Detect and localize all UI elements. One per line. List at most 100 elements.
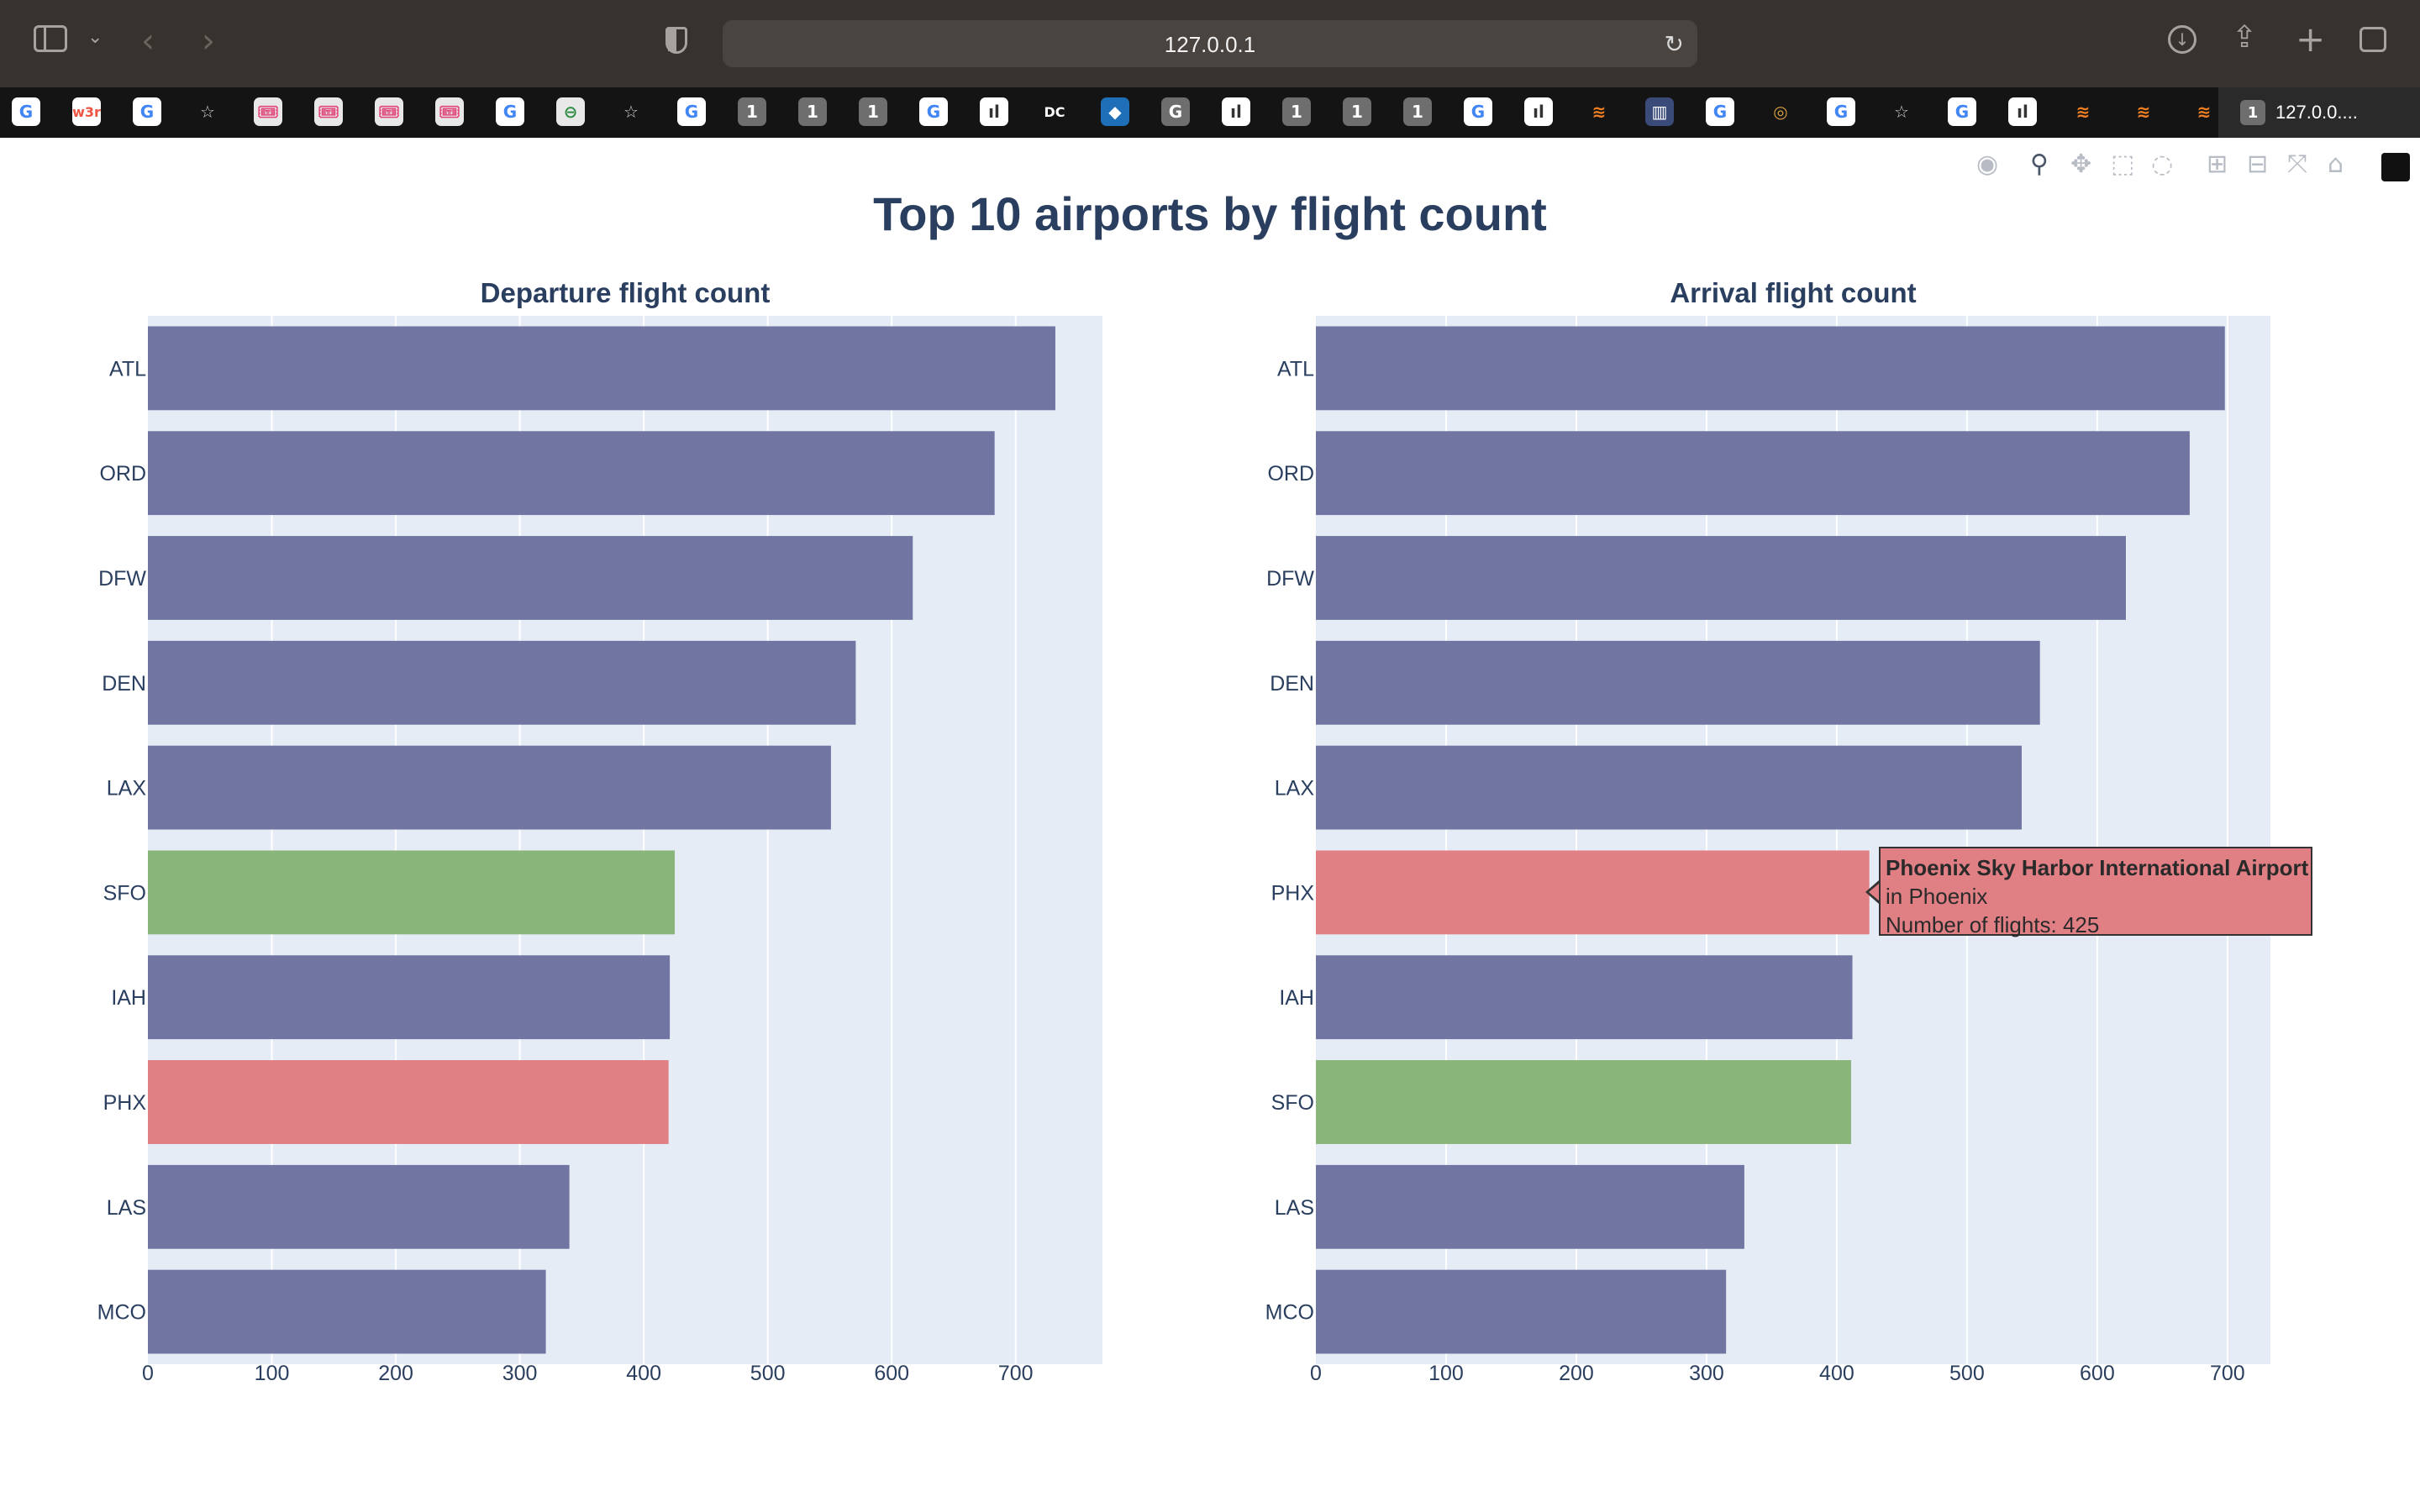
- fandango-icon[interactable]: 🎟: [254, 97, 282, 126]
- x-tick-label: 200: [1559, 1362, 1594, 1385]
- y-tick-label: MCO: [1265, 1301, 1314, 1325]
- stackoverflow-icon[interactable]: ≋: [1591, 102, 1607, 122]
- subplot-title-arrival: Arrival flight count: [1670, 277, 1917, 308]
- y-tick-label: DFW: [1266, 567, 1314, 591]
- y-tick-label: ATL: [1277, 357, 1314, 381]
- y-tick-label: LAS: [107, 1196, 146, 1220]
- stackoverflow-icon[interactable]: ≋: [2196, 102, 2212, 122]
- number-one-icon[interactable]: 1: [738, 97, 766, 126]
- address-bar[interactable]: 127.0.0.1 ↻: [723, 20, 1697, 67]
- zoom-out-icon[interactable]: ⊟: [2247, 150, 2269, 179]
- number-one-icon[interactable]: 1: [1343, 97, 1371, 126]
- y-tick-label: LAX: [1275, 777, 1315, 801]
- google-icon[interactable]: G: [12, 97, 40, 126]
- google-icon[interactable]: G: [496, 97, 524, 126]
- w3schools-icon[interactable]: w3r: [72, 97, 101, 126]
- google-icon[interactable]: G: [1464, 97, 1492, 126]
- tooltip-pointer-fill: [1869, 883, 1880, 901]
- tab-active[interactable]: 1 127.0.0....: [2218, 87, 2420, 138]
- plotly-icon[interactable]: ıl: [980, 97, 1008, 126]
- fandango-icon[interactable]: 🎟: [314, 97, 343, 126]
- x-tick-label: 0: [1310, 1362, 1322, 1385]
- x-tick-label: 0: [142, 1362, 154, 1385]
- geeksforgeeks-icon[interactable]: ⊖: [556, 97, 585, 126]
- google-icon[interactable]: G: [677, 97, 706, 126]
- pan-icon[interactable]: ✥: [2070, 150, 2092, 179]
- zoom-icon[interactable]: ⚲: [2030, 150, 2049, 179]
- datacamp-icon[interactable]: DC: [1044, 103, 1065, 120]
- star-icon[interactable]: ☆: [1894, 102, 1909, 122]
- plotly-icon[interactable]: ıl: [2008, 97, 2037, 126]
- hover-tooltip: Phoenix Sky Harbor International Airport…: [1879, 847, 2312, 937]
- bird-icon[interactable]: ◆: [1101, 97, 1129, 126]
- y-tick-label: DEN: [102, 672, 146, 696]
- number-one-icon[interactable]: 1: [1403, 97, 1432, 126]
- x-tick-label: 700: [2210, 1362, 2245, 1385]
- x-tick-label: 200: [378, 1362, 413, 1385]
- g-letter-icon[interactable]: G: [1161, 97, 1190, 126]
- google-icon[interactable]: G: [133, 97, 161, 126]
- tab-title: 127.0.0....: [2275, 102, 2358, 123]
- y-tick-label: IAH: [111, 986, 146, 1010]
- x-tick-label: 500: [750, 1362, 786, 1385]
- y-tick-label: LAS: [1275, 1196, 1314, 1220]
- departure-plot-area[interactable]: [148, 316, 1102, 1364]
- box-select-icon[interactable]: ⬚: [2111, 150, 2135, 179]
- tab-overview-icon[interactable]: [2360, 27, 2386, 52]
- google-icon[interactable]: G: [919, 97, 948, 126]
- x-tick-label: 500: [1949, 1362, 1985, 1385]
- plotly-logo-icon[interactable]: [2381, 153, 2410, 181]
- arrival-plot-area[interactable]: [1316, 316, 2270, 1364]
- tooltip-flights: Number of flights: 425: [1886, 912, 2100, 937]
- stackoverflow-icon[interactable]: ≋: [2075, 102, 2091, 122]
- share-icon[interactable]: ⇪: [2232, 20, 2258, 55]
- number-one-icon[interactable]: 1: [859, 97, 887, 126]
- autoscale-icon[interactable]: ⤧: [2287, 150, 2307, 179]
- x-tick-label: 700: [998, 1362, 1034, 1385]
- globe-icon[interactable]: ◎: [1773, 102, 1788, 122]
- subplot-title-departure: Departure flight count: [480, 277, 771, 308]
- zoom-in-icon[interactable]: ⊞: [2207, 150, 2228, 179]
- y-tick-label: SFO: [103, 881, 146, 905]
- y-tick-label: DFW: [98, 567, 146, 591]
- star-icon[interactable]: ☆: [623, 102, 639, 122]
- chart-icon[interactable]: ▥: [1645, 97, 1674, 126]
- x-tick-label: 600: [2080, 1362, 2115, 1385]
- number-one-icon[interactable]: 1: [1282, 97, 1311, 126]
- shield-icon[interactable]: [666, 27, 687, 54]
- x-tick-label: 100: [255, 1362, 290, 1385]
- new-tab-icon[interactable]: +: [2296, 18, 2326, 60]
- x-tick-label: 600: [874, 1362, 909, 1385]
- x-tick-label: 400: [626, 1362, 661, 1385]
- y-tick-label: ORD: [1267, 462, 1314, 486]
- plotly-icon[interactable]: ıl: [1524, 97, 1553, 126]
- google-icon[interactable]: G: [1827, 97, 1855, 126]
- google-icon[interactable]: G: [1706, 97, 1734, 126]
- plotly-modebar: ◉ ⚲ ✥ ⬚ ◌ ⊞ ⊟ ⤧ ⌂: [1966, 150, 2420, 186]
- forward-arrow-icon[interactable]: ›: [202, 22, 215, 60]
- url-text: 127.0.0.1: [1164, 32, 1256, 57]
- browser-toolbar: ⌄ ‹ › 127.0.0.1 ↻ ↓ ⇪ +: [0, 0, 2420, 87]
- camera-icon[interactable]: ◉: [1976, 150, 1999, 179]
- download-icon[interactable]: ↓: [2168, 25, 2196, 54]
- plotly-icon[interactable]: ıl: [1222, 97, 1250, 126]
- y-tick-label: ATL: [109, 357, 146, 381]
- x-tick-label: 300: [502, 1362, 538, 1385]
- lasso-select-icon[interactable]: ◌: [2151, 150, 2174, 179]
- reload-icon[interactable]: ↻: [1664, 31, 1684, 57]
- fandango-icon[interactable]: 🎟: [375, 97, 403, 126]
- y-tick-label: LAX: [107, 777, 147, 801]
- reset-axes-icon[interactable]: ⌂: [2328, 150, 2344, 179]
- google-icon[interactable]: G: [1948, 97, 1976, 126]
- stackoverflow-icon[interactable]: ≋: [2136, 102, 2151, 122]
- number-one-icon[interactable]: 1: [798, 97, 827, 126]
- back-arrow-icon[interactable]: ‹: [141, 22, 155, 60]
- sidebar-toggle-icon[interactable]: [34, 25, 67, 52]
- y-tick-label: SFO: [1271, 1091, 1314, 1115]
- fandango-icon[interactable]: 🎟: [435, 97, 464, 126]
- star-icon[interactable]: ☆: [200, 102, 215, 122]
- x-tick-label: 300: [1689, 1362, 1724, 1385]
- chevron-down-icon[interactable]: ⌄: [87, 27, 103, 48]
- y-tick-label: MCO: [97, 1301, 146, 1325]
